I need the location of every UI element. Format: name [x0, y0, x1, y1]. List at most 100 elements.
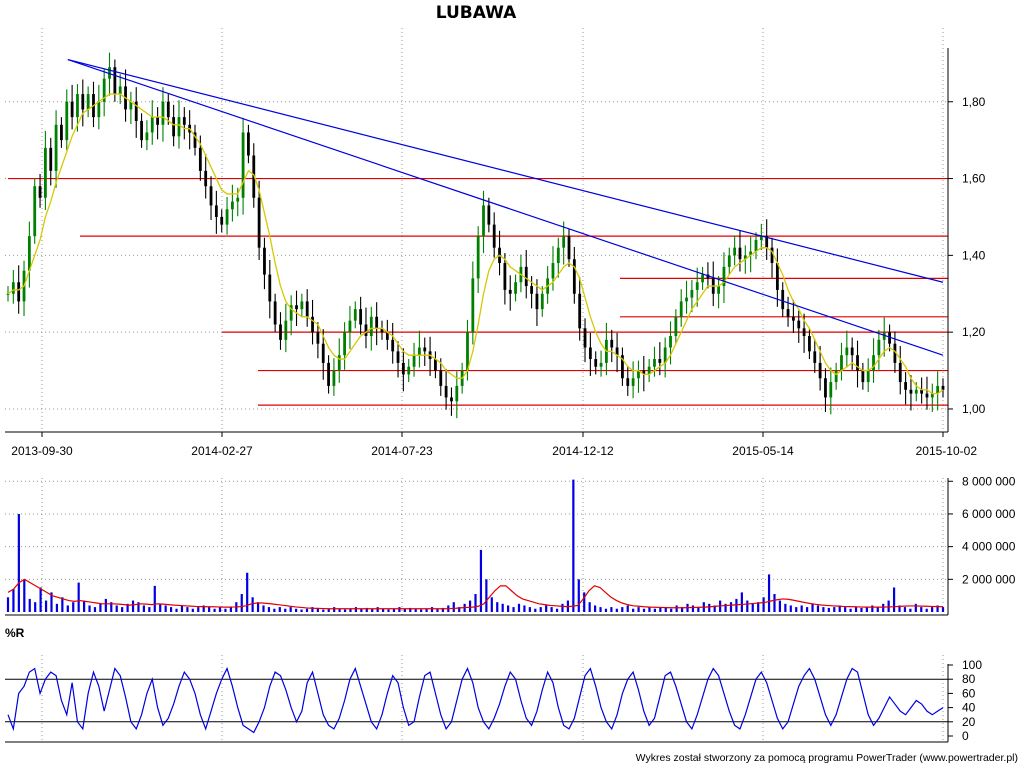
candle-body: [898, 362, 902, 383]
volume-panel: 2 000 000 4 000 000 6 000 000 8 000 000: [5, 474, 1016, 616]
candle-body: [850, 347, 854, 356]
candle-body: [674, 316, 678, 336]
candle-body: [695, 282, 699, 290]
candle-body: [733, 247, 737, 256]
williams-r-grid: [41, 655, 944, 742]
candle-body: [97, 101, 101, 118]
candle-body: [300, 301, 304, 310]
candle-body: [295, 305, 298, 310]
price-x-tick-label: 2013-09-30: [11, 444, 73, 458]
price-panel: LUBAWA 1,001,201,401,601,80 2013-09-30 20…: [5, 3, 986, 458]
candle-body: [925, 393, 929, 398]
candle-body: [637, 370, 640, 379]
candle-body: [567, 236, 571, 260]
candle-body: [551, 263, 555, 279]
candle-body: [33, 186, 37, 237]
candle-body: [311, 316, 314, 333]
candle-body: [738, 247, 742, 260]
williams-r-y-tick-label: 80: [962, 672, 976, 686]
candle-body: [872, 355, 875, 371]
candle-body: [722, 266, 726, 287]
volume-average-line: [7, 578, 944, 610]
price-x-ticks: 2013-09-30 2014-02-27 2014-07-23 2014-12-12…: [11, 432, 977, 458]
candle-body: [669, 336, 672, 348]
candle-body: [11, 282, 15, 294]
candle-body: [418, 347, 421, 356]
candle-body: [562, 236, 566, 248]
candle-body: [279, 324, 282, 340]
candle-body: [182, 117, 186, 125]
candle-body: [332, 370, 336, 386]
candle-body: [236, 197, 240, 202]
price-y-tick-label: 1,80: [962, 95, 986, 109]
price-y-ticks: 1,00 1,20 1,40 1,60 1,80: [948, 95, 986, 416]
price-y-tick-label: 1,00: [962, 402, 986, 416]
candle-body: [177, 117, 181, 137]
candle-body: [38, 186, 42, 198]
candle-body: [626, 378, 630, 386]
candle-body: [840, 355, 843, 371]
candle-body: [76, 94, 79, 118]
candle-body: [316, 332, 320, 344]
candle-body: [578, 293, 582, 329]
trend-line: [67, 58, 944, 283]
candle-body: [118, 86, 122, 95]
volume-y-ticks: 2 000 000 4 000 000 6 000 000 8 000 000: [948, 474, 1016, 586]
candle-body: [49, 147, 53, 171]
price-x-tick-label: 2014-07-23: [371, 444, 433, 458]
candle-body: [904, 382, 907, 390]
candle-body: [289, 305, 293, 321]
candle-body: [209, 186, 213, 206]
candle-body: [882, 332, 886, 340]
williams-r-title: %R: [5, 626, 25, 640]
candle-body: [530, 286, 533, 294]
candle-body: [337, 355, 341, 371]
candle-body: [476, 236, 480, 279]
price-y-tick-label: 1,60: [962, 172, 986, 186]
candle-body: [140, 120, 143, 141]
candle-body: [936, 385, 940, 394]
candle-body: [6, 293, 10, 295]
volume-grid: [5, 478, 948, 615]
candle-body: [930, 393, 934, 398]
candle-body: [743, 255, 747, 260]
candle-body: [241, 132, 245, 198]
candle-body: [781, 289, 785, 310]
candle-body: [108, 67, 111, 79]
candle-body: [514, 282, 517, 294]
candle-body: [866, 370, 870, 383]
candle-body: [156, 117, 159, 125]
candle-body: [343, 332, 346, 356]
candle-body: [193, 132, 197, 148]
price-x-tick-label: 2015-05-14: [732, 444, 794, 458]
candle-body: [214, 205, 218, 217]
candle-body: [690, 289, 694, 298]
candle-body: [786, 309, 790, 317]
volume-y-tick-label: 4 000 000: [962, 540, 1016, 554]
candle-body: [150, 117, 154, 133]
candle-body: [305, 301, 309, 317]
candle-body: [27, 236, 31, 271]
candle-body: [572, 259, 576, 294]
candle-body: [941, 385, 945, 390]
candle-body: [663, 347, 667, 363]
candle-body: [327, 362, 330, 386]
candle-body: [802, 328, 806, 336]
candle-body: [792, 316, 795, 321]
candle-body: [594, 359, 598, 367]
volume-y-tick-label: 6 000 000: [962, 507, 1016, 521]
candle-body: [439, 370, 443, 386]
candle-body: [44, 147, 47, 198]
candle-body: [621, 355, 624, 379]
candle-body: [102, 78, 106, 102]
candle-body: [642, 370, 646, 375]
candle-body: [706, 274, 710, 279]
candle-body: [503, 263, 507, 290]
candle-body: [396, 351, 400, 363]
candle-body: [204, 170, 208, 187]
candle-body: [679, 301, 683, 317]
trend-line: [67, 58, 944, 356]
candle-body: [348, 320, 352, 333]
